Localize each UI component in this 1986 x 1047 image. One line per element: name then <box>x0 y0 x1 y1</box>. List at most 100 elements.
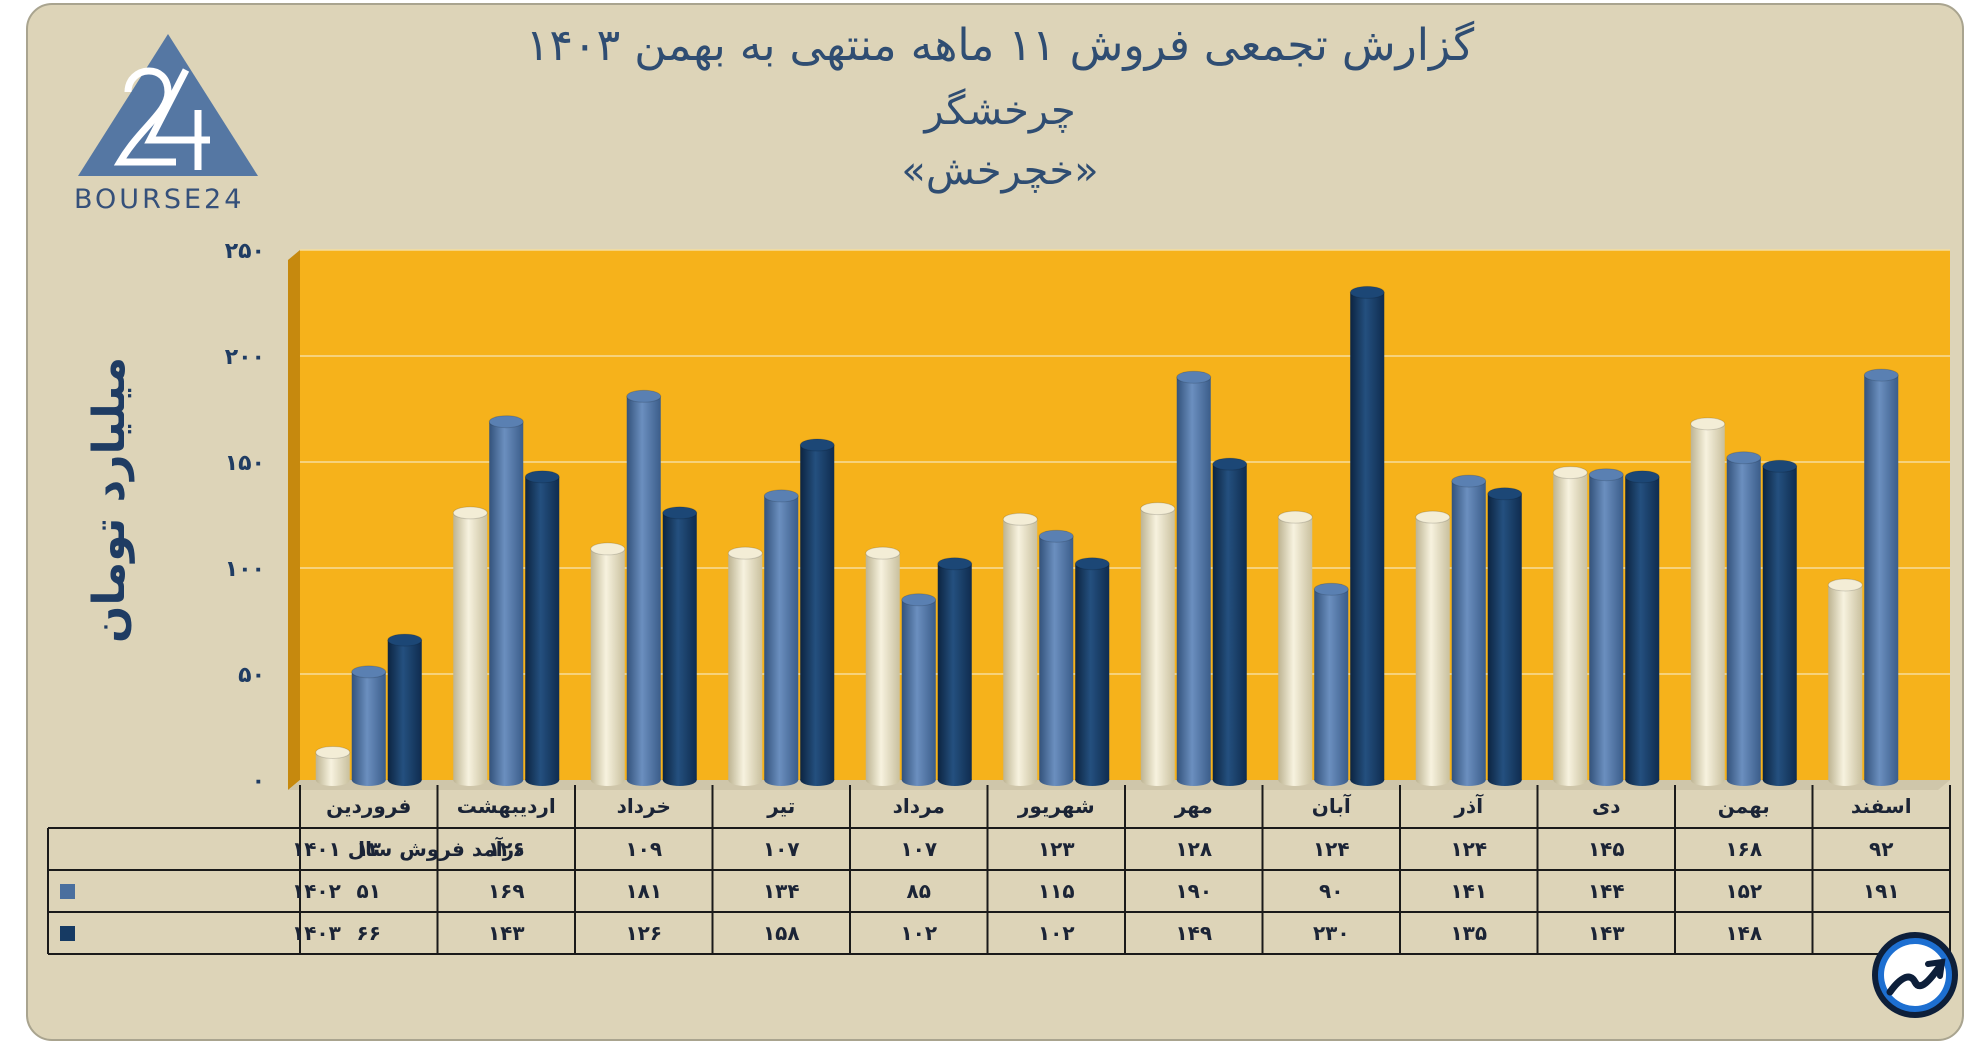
bar-top <box>799 438 835 452</box>
bar <box>626 389 662 786</box>
table-value: ۱۴۱ <box>1450 879 1487 903</box>
bar-top <box>1726 451 1762 465</box>
table-value: ۱۰۲ <box>900 921 937 945</box>
table-value: ۱۲۴ <box>1450 837 1487 861</box>
bar-base <box>1212 774 1247 786</box>
table-category-label: خرداد <box>617 794 671 818</box>
bar <box>727 546 763 786</box>
bar-body <box>865 553 900 780</box>
table-value: ۱۰۹ <box>625 837 662 861</box>
bar-body <box>937 563 972 780</box>
table-category-label: شهریور <box>1017 794 1095 818</box>
bar-base <box>1314 774 1349 786</box>
table-value: ۱۱۵ <box>1038 879 1075 903</box>
bar-body <box>453 512 488 780</box>
bar <box>1451 474 1487 786</box>
bar <box>1624 470 1660 786</box>
bar-base <box>1828 774 1863 786</box>
bar-body <box>728 553 763 780</box>
y-tick-label: ۵۰ <box>238 663 265 688</box>
bar <box>1212 457 1248 786</box>
bar-top <box>1038 529 1074 543</box>
bar-top <box>1690 417 1726 431</box>
table-value: ۱۴۸ <box>1725 921 1762 945</box>
bar <box>1415 510 1451 786</box>
bar-base <box>525 774 560 786</box>
bar-top <box>1451 474 1487 488</box>
table-value: ۱۴۳ <box>488 921 525 945</box>
bar-base <box>764 774 799 786</box>
bar-body <box>489 421 524 780</box>
bar <box>1038 529 1074 786</box>
bar <box>1313 582 1349 786</box>
bar-base <box>1140 774 1175 786</box>
bar <box>1140 502 1176 786</box>
table-value: ۱۳ <box>357 837 381 861</box>
bar-body <box>1828 584 1863 780</box>
table-category-label: فروردین <box>326 794 411 818</box>
plot-side-wall <box>288 250 300 790</box>
bar-body <box>525 476 560 780</box>
bar <box>1690 417 1726 786</box>
table-value: ۱۴۹ <box>1175 921 1212 945</box>
bar <box>1487 487 1523 786</box>
table-category-label: تیر <box>766 794 795 818</box>
plot-floor <box>288 780 1950 790</box>
table-value: ۱۰۲ <box>1038 921 1075 945</box>
bar <box>662 506 698 786</box>
bar-body <box>351 671 386 780</box>
bar-body <box>1762 466 1797 780</box>
bar-base <box>1451 774 1486 786</box>
bar <box>1552 466 1588 786</box>
bar-base <box>1589 774 1624 786</box>
bar-base <box>1690 774 1725 786</box>
bar-body <box>1350 292 1385 780</box>
table-value: ۱۲۶ <box>488 837 525 861</box>
chart-subtitle-company: چرخشگر <box>924 88 1076 134</box>
bar-top <box>524 470 560 484</box>
bar-base <box>1003 774 1038 786</box>
table-category-label: آذر <box>1453 793 1484 818</box>
bar-top <box>1588 468 1624 482</box>
chart-subtitle-symbol: «خچرخش» <box>901 148 1099 194</box>
bar-base <box>1075 774 1110 786</box>
bar-top <box>763 489 799 503</box>
bar-top <box>901 593 937 607</box>
y-tick-label: ۰ <box>252 769 265 794</box>
bar-base <box>1553 774 1588 786</box>
table-value: ۵۱ <box>357 879 381 903</box>
table-value: ۱۵۲ <box>1725 879 1762 903</box>
bar <box>1762 459 1798 786</box>
bar-body <box>662 512 697 780</box>
bar <box>1726 451 1762 786</box>
bar <box>1074 557 1110 786</box>
table-value: ۹۲ <box>1869 837 1893 861</box>
table-value: ۸۵ <box>907 879 931 903</box>
bar-base <box>626 774 661 786</box>
bar-top <box>662 506 698 520</box>
table-value: ۱۰۷ <box>763 837 800 861</box>
bar-body <box>1553 472 1588 780</box>
table-value: ۱۴۵ <box>1588 837 1625 861</box>
bar-body <box>1415 517 1450 780</box>
table-value: ۱۸۱ <box>625 879 662 903</box>
bar <box>488 415 524 786</box>
table-value: ۱۶۹ <box>488 879 525 903</box>
table-value: ۶۶ <box>357 921 381 945</box>
bar-top <box>1176 370 1212 384</box>
bar-base <box>937 774 972 786</box>
bar-top <box>315 745 351 759</box>
table-category-label: بهمن <box>1718 794 1770 818</box>
bar-top <box>865 546 901 560</box>
table-value: ۱۲۸ <box>1175 837 1212 861</box>
bar-body <box>1690 423 1725 780</box>
table-series-name: درآمد فروش سال ۱۴۰۱ <box>292 836 524 861</box>
bar-base <box>1039 774 1074 786</box>
bar-body <box>800 445 835 780</box>
bar-top <box>1002 512 1038 526</box>
bar-top <box>351 665 387 679</box>
table-value: ۱۰۷ <box>900 837 937 861</box>
bar-base <box>800 774 835 786</box>
bar-base <box>489 774 524 786</box>
